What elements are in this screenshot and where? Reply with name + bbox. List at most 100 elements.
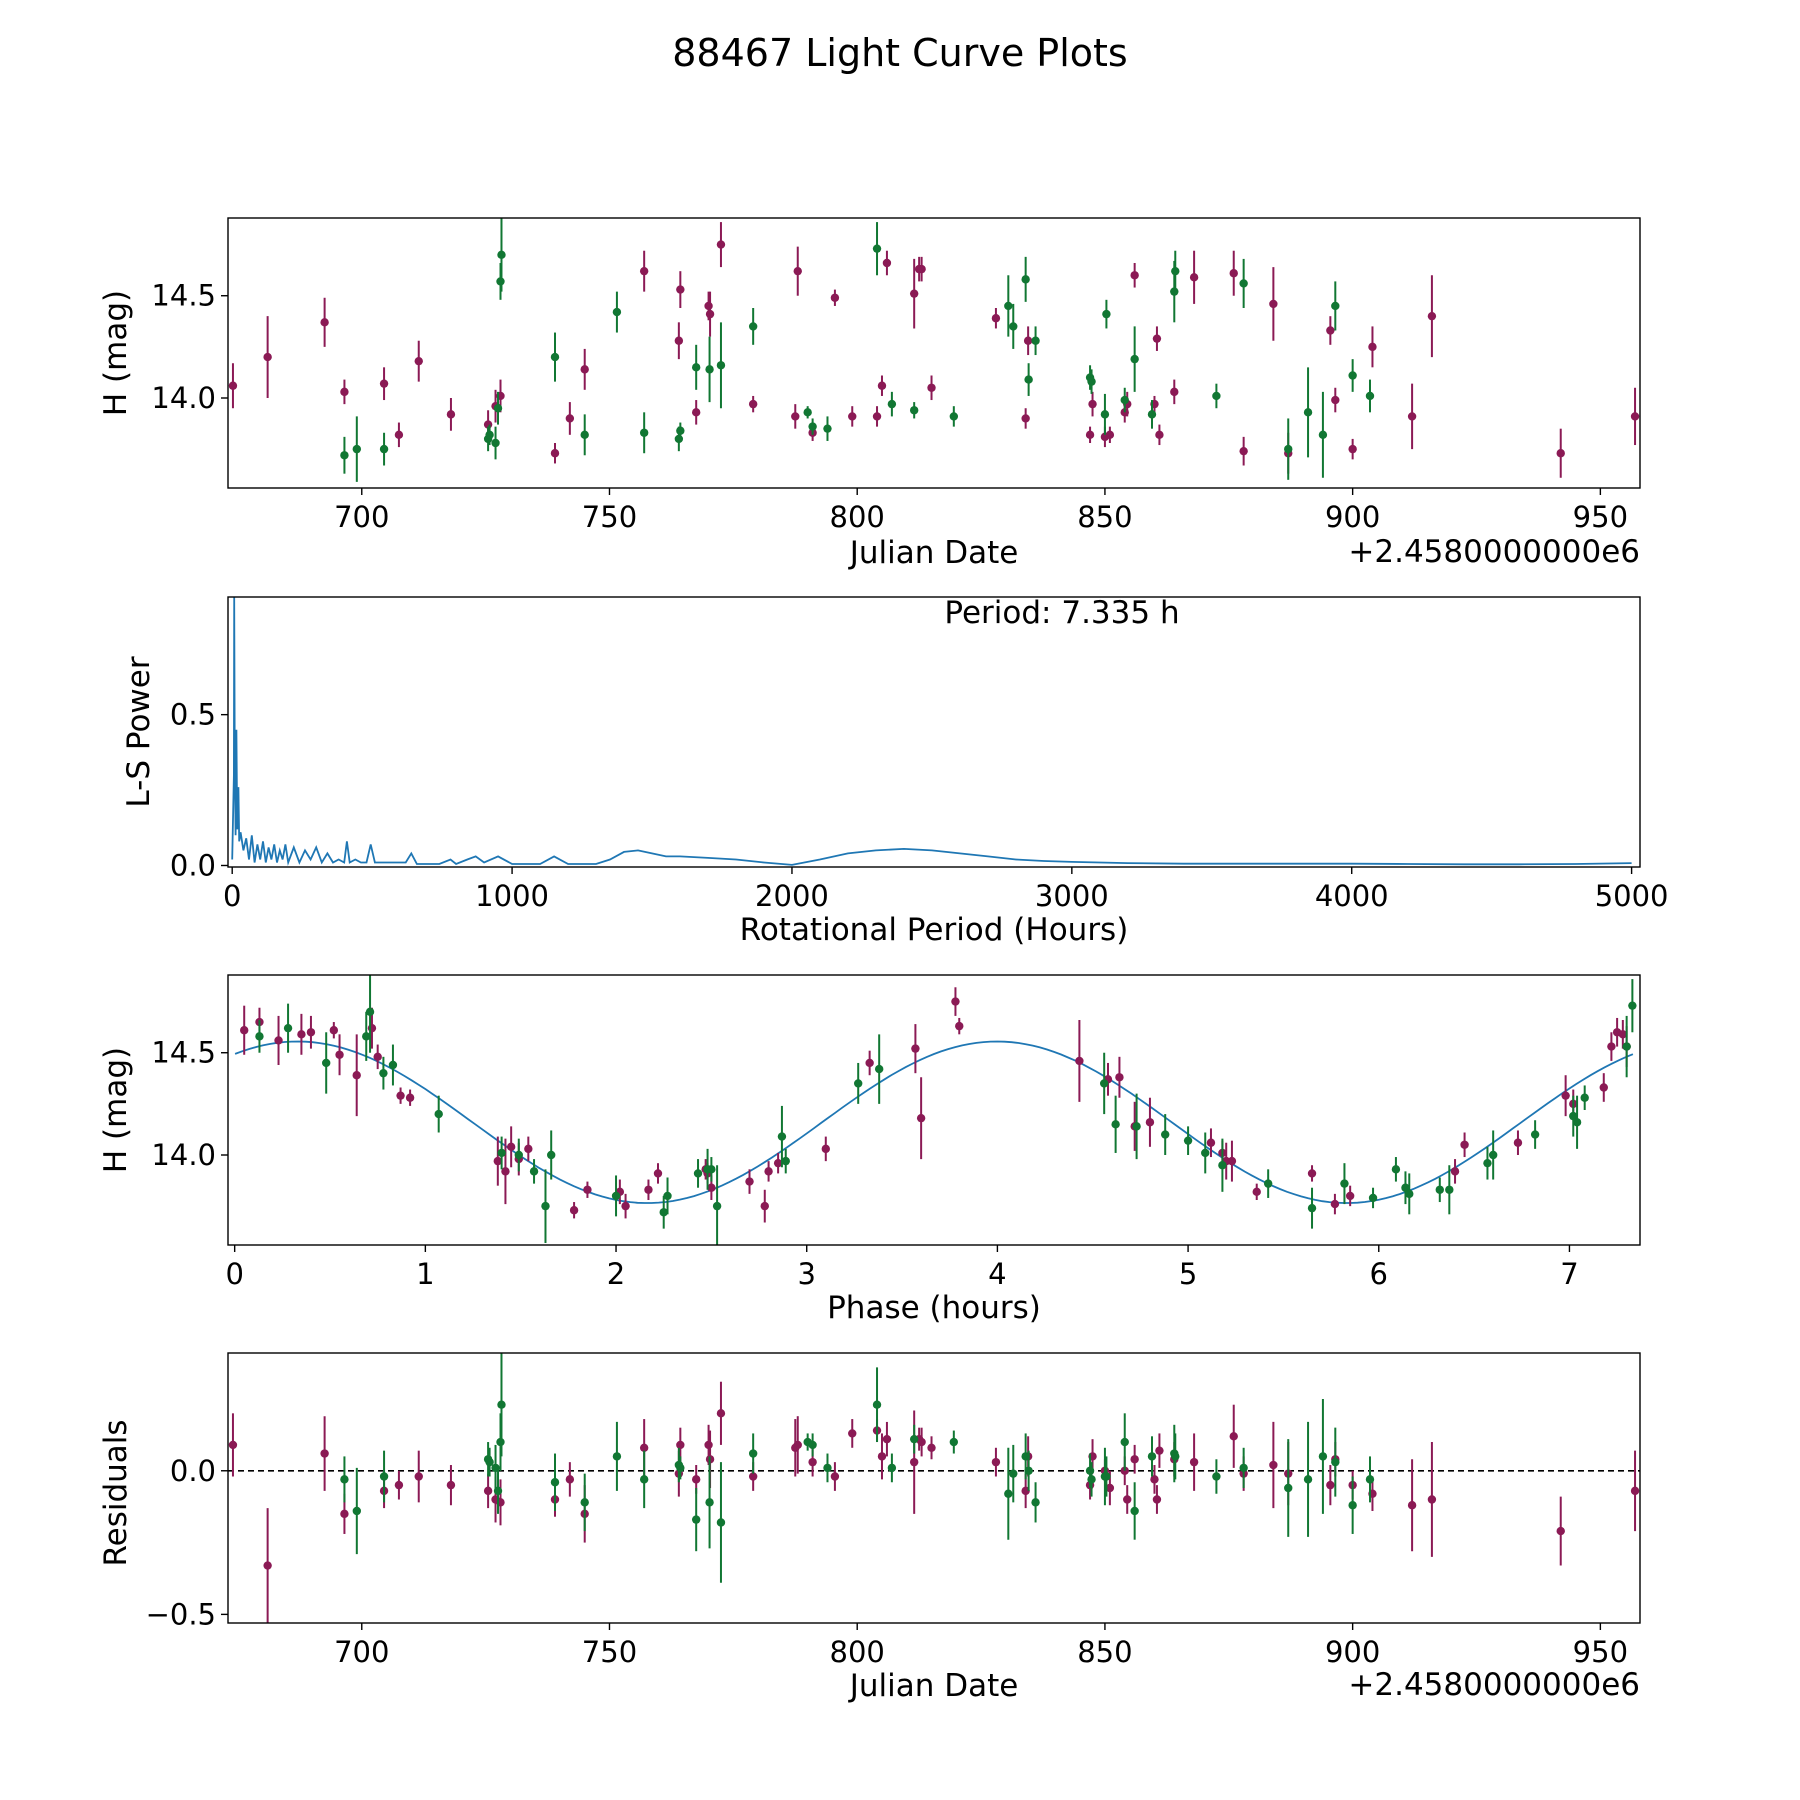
green-data-point [1303, 1475, 1313, 1484]
magenta-data-point [506, 1142, 516, 1152]
light-curve-xtick-label: 950 [1573, 500, 1628, 534]
magenta-data-point [865, 1058, 874, 1068]
green-data-point [1120, 395, 1129, 405]
magenta-data-point [1155, 1446, 1164, 1455]
green-data-point [887, 399, 897, 409]
light-curve-ytick-label: 14.5 [151, 279, 216, 313]
magenta-data-point [830, 1472, 840, 1481]
residuals-frame [227, 1352, 1641, 1624]
residuals-xtick-label: 850 [1077, 1635, 1132, 1669]
green-data-point [493, 1486, 503, 1496]
phase-folded-xtick-label: 6 [1370, 1257, 1388, 1291]
phase-folded-ytick-label: 14.5 [151, 1036, 216, 1070]
light-curve-offset-label: +2.4580000000e6 [1348, 534, 1640, 570]
green-data-point [362, 1032, 371, 1041]
magenta-data-point [877, 1452, 887, 1461]
magenta-data-point [1152, 1495, 1162, 1504]
magenta-data-point [691, 408, 701, 417]
periodogram-ytick-label: 0.0 [170, 848, 216, 882]
green-data-point [1331, 1457, 1340, 1467]
green-data-point [1100, 410, 1110, 419]
magenta-data-point [707, 1183, 716, 1192]
magenta-data-point [1330, 1199, 1340, 1209]
green-data-point [1099, 1079, 1109, 1088]
periodogram-xtick-label: 5000 [1595, 879, 1669, 913]
green-data-point [1348, 371, 1357, 380]
residuals-ticks: 700 750 800 850 900 950 −0.5 0.0 [146, 1454, 1628, 1669]
green-data-point [1085, 1466, 1095, 1475]
periodogram-ylabel: L-S Power [121, 656, 157, 807]
green-data-point [909, 406, 919, 415]
residuals-marks [228, 1353, 1640, 1623]
phase-folded-panel: 0 1 2 3 4 5 6 7 14.0 14.5 Phase (hours) H (mag) [98, 974, 1641, 1326]
periodogram-xtick-label: 4000 [1315, 879, 1389, 913]
magenta-data-point [446, 1480, 456, 1490]
magenta-data-point [716, 1409, 726, 1418]
green-data-point [497, 250, 506, 260]
green-data-point [1031, 1498, 1040, 1507]
phase-folded-ylabel: H (mag) [98, 1047, 134, 1173]
green-data-point [1445, 1185, 1454, 1194]
green-data-point [379, 444, 389, 454]
green-data-point [874, 1064, 884, 1074]
green-data-point [1365, 391, 1375, 401]
magenta-data-point [367, 1023, 377, 1033]
green-data-point [1348, 1501, 1357, 1510]
magenta-data-point [748, 399, 758, 409]
magenta-data-point [705, 309, 715, 319]
green-data-point [1024, 1466, 1033, 1475]
green-data-point [550, 352, 560, 362]
green-data-point [1147, 1452, 1157, 1461]
green-data-point [322, 1058, 331, 1068]
magenta-data-point [793, 266, 802, 276]
green-data-point [352, 444, 362, 454]
green-data-point [1401, 1183, 1410, 1192]
magenta-data-point [335, 1050, 344, 1059]
magenta-data-point [1152, 334, 1162, 343]
green-data-point [1183, 1136, 1193, 1145]
magenta-data-point [991, 1457, 1001, 1467]
magenta-data-point [1269, 299, 1278, 309]
magenta-data-point [1206, 1138, 1216, 1147]
green-data-point [1009, 322, 1018, 331]
residuals-xtick-label: 950 [1573, 1635, 1628, 1669]
magenta-data-point [917, 1437, 926, 1447]
magenta-data-point [917, 264, 926, 274]
magenta-data-point [483, 1486, 493, 1496]
magenta-data-point [340, 1509, 349, 1519]
green-data-point [497, 1148, 506, 1158]
magenta-data-point [1145, 1118, 1155, 1127]
phase-folded-frame [227, 974, 1641, 1246]
magenta-data-point [405, 1093, 415, 1102]
magenta-data-point [821, 1144, 830, 1154]
green-data-point [777, 1132, 787, 1141]
magenta-data-point [621, 1201, 630, 1211]
periodogram-panel: 0 1000 2000 3000 4000 5000 0.0 0.5 Period: 7.33… [121, 595, 1669, 948]
green-data-point [1130, 1506, 1139, 1516]
green-data-point [1021, 275, 1030, 284]
magenta-data-point [911, 1044, 920, 1053]
magenta-data-point [848, 1429, 857, 1438]
green-data-point [1009, 1469, 1018, 1478]
phase-folded-xtick-label: 1 [416, 1257, 434, 1291]
phase-folded-xtick-label: 7 [1560, 1257, 1578, 1291]
magenta-data-point [306, 1028, 316, 1037]
green-data-point [340, 451, 349, 460]
green-data-point [1132, 1122, 1141, 1131]
phase-folded-marks [234, 975, 1637, 1245]
green-data-point [1569, 1111, 1578, 1121]
magenta-data-point [1170, 387, 1179, 397]
magenta-data-point [991, 314, 1001, 323]
magenta-data-point [1130, 1455, 1139, 1464]
residuals-ytick-label: −0.5 [146, 1597, 216, 1631]
magenta-data-point [396, 1091, 405, 1100]
green-data-point [1212, 391, 1221, 401]
magenta-data-point [583, 1185, 592, 1194]
magenta-data-point [1407, 412, 1417, 421]
phase-folded-xlabel: Phase (hours) [827, 1290, 1041, 1326]
green-data-point [748, 1449, 758, 1458]
green-data-point [1111, 1120, 1120, 1129]
residuals-offset-label: +2.4580000000e6 [1348, 1667, 1640, 1703]
magenta-data-point [1123, 1495, 1132, 1504]
